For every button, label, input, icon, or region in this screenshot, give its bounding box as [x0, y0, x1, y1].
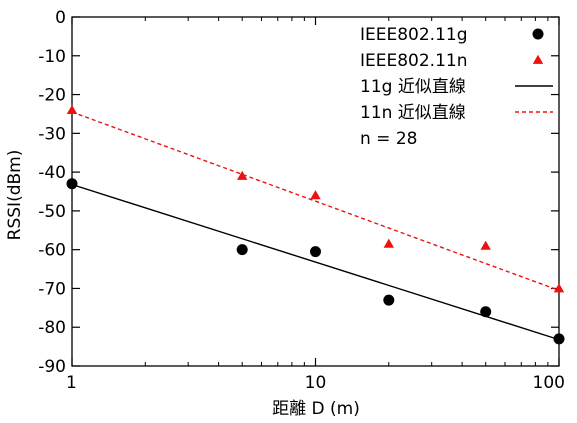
point-11n [310, 190, 321, 200]
point-11n [383, 238, 395, 248]
annotation-n: n = 28 [360, 129, 417, 149]
y-tick-label: -20 [38, 86, 66, 106]
x-axis-title: 距離 D (m) [272, 399, 360, 419]
legend-label: 11g 近似直線 [360, 77, 466, 97]
x-tick-label: 1 [66, 373, 77, 393]
x-axis-ticks: 1 10 100 [66, 17, 565, 393]
fit-line-11n [71, 111, 560, 292]
y-axis-ticks: 0 -10 -20 -30 -40 -50 -60 -70 -80 -90 [38, 8, 559, 377]
legend: IEEE802.11g IEEE802.11n 11g 近似直線 11n 近似直線 n … [360, 25, 553, 149]
point-11n [66, 104, 78, 114]
point-11g [553, 333, 565, 345]
legend-symbol [532, 28, 544, 40]
point-11g [480, 306, 492, 318]
fit-lines [71, 111, 560, 341]
y-axis-title: RSSI(dBm) [5, 150, 25, 241]
point-11g [310, 246, 321, 258]
y-tick-label: -30 [38, 124, 66, 144]
point-11g [236, 244, 248, 256]
x-tick-label: 10 [305, 373, 327, 393]
legend-label: IEEE802.11n [360, 51, 468, 71]
legend-symbol [532, 54, 544, 64]
y-tick-label: -60 [38, 241, 66, 261]
data-points [66, 104, 565, 345]
point-11g [66, 178, 78, 190]
y-tick-label: -70 [38, 279, 66, 299]
point-11n [553, 283, 565, 293]
y-tick-label: -10 [38, 47, 66, 67]
legend-label: 11n 近似直線 [360, 103, 466, 123]
point-11n [236, 170, 248, 180]
legend-label: IEEE802.11g [360, 25, 468, 45]
y-tick-label: -40 [38, 163, 66, 183]
y-tick-label: -50 [38, 202, 66, 222]
y-tick-label: -80 [38, 318, 66, 338]
y-tick-label: -90 [38, 357, 66, 377]
fit-line-11g [71, 183, 560, 341]
y-tick-label: 0 [55, 8, 66, 28]
x-tick-label: 100 [533, 373, 565, 393]
point-11g [383, 294, 395, 306]
point-11n [480, 240, 491, 250]
